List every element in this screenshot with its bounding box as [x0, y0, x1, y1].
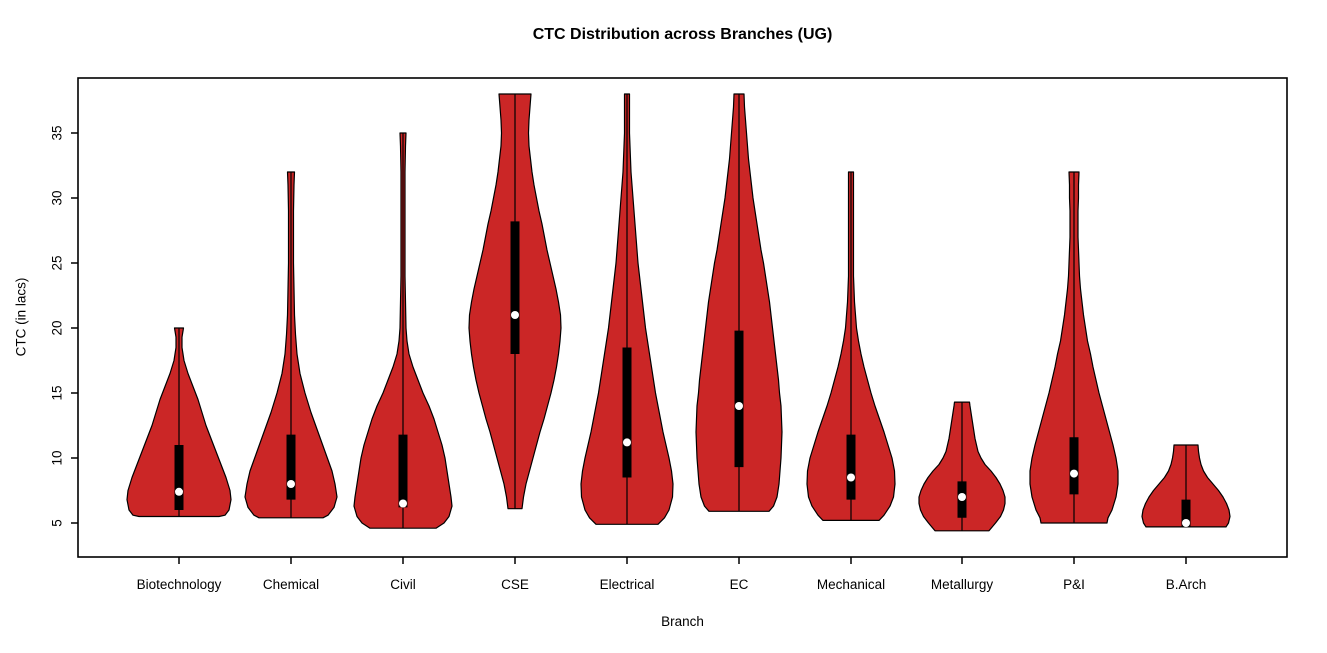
x-tick-label: B.Arch [1166, 577, 1207, 592]
x-tick-label: Chemical [263, 577, 319, 592]
median-dot [175, 487, 183, 496]
y-tick-label: 30 [50, 190, 65, 205]
x-tick-label: P&I [1063, 577, 1085, 592]
median-dot [1182, 519, 1190, 527]
median-dot [623, 438, 631, 447]
x-tick-label: EC [730, 577, 749, 592]
y-tick-label: 10 [50, 450, 65, 465]
median-dot [399, 499, 407, 508]
median-dot [511, 311, 519, 319]
x-tick-label: Civil [390, 577, 416, 592]
y-tick-label: 25 [50, 255, 65, 270]
x-tick-label: Mechanical [817, 577, 885, 592]
x-tick-label: Biotechnology [137, 577, 222, 592]
median-dot [958, 493, 966, 501]
median-dot [1070, 469, 1078, 478]
x-tick-label: Electrical [600, 577, 655, 592]
y-tick-label: 35 [50, 125, 65, 140]
median-dot [287, 480, 295, 488]
x-tick-label: CSE [501, 577, 529, 592]
y-tick-label: 5 [50, 519, 65, 527]
chart-title: CTC Distribution across Branches (UG) [532, 26, 833, 43]
y-axis-title: CTC (in lacs) [13, 277, 29, 357]
median-dot [735, 402, 743, 410]
y-tick-label: 20 [50, 320, 65, 335]
x-tick-label: Metallurgy [931, 577, 994, 592]
median-dot [847, 473, 855, 482]
x-axis-title: Branch [661, 614, 704, 629]
y-tick-label: 15 [50, 385, 65, 400]
